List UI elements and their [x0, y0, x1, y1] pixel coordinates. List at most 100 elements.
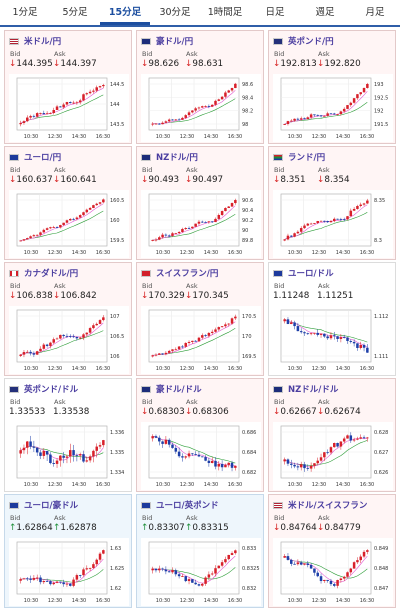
candle-body	[293, 563, 296, 565]
currency-pair-title[interactable]: NZドル/円	[141, 150, 263, 164]
x-tick-label: 12:30	[180, 250, 194, 256]
currency-pair-title[interactable]: 豪ドル/円	[141, 34, 263, 48]
candle-body	[283, 556, 286, 558]
price-chart[interactable]: 0.833 0.8325 0.832 10:30 12:30 14:30 16:30	[141, 538, 261, 606]
y-tick-label: 107	[110, 314, 120, 320]
price-chart[interactable]: 170.5 170 169.5 10:30 12:30 14:30 16:30	[141, 306, 261, 374]
currency-pair-title[interactable]: ユーロ/豪ドル	[9, 498, 131, 512]
gb-flag-icon	[9, 385, 19, 393]
ask-label: Ask	[318, 514, 330, 522]
candle-body	[69, 450, 72, 457]
currency-card[interactable]: 豪ドル/ドル Bid Ask ↓0.68303 ↓0.68306 0.686 0.684 0.…	[136, 378, 264, 492]
currency-card[interactable]: ユーロ/英ポンド Bid Ask ↑0.83307 ↑0.83315 0.833 0.832…	[136, 494, 264, 608]
currency-card[interactable]: 豪ドル/円 Bid Ask ↓98.626 ↓98.631 98.6 98.4 98.2 98 1…	[136, 30, 264, 144]
candle-body	[362, 551, 366, 557]
tab-2[interactable]: 15分足	[100, 0, 150, 25]
candle-body	[326, 221, 329, 223]
candle-body	[167, 439, 171, 445]
price-chart[interactable]: 107 106.5 106 10:30 12:30 14:30 16:30	[9, 306, 129, 374]
tab-6[interactable]: 週足	[315, 7, 335, 18]
candle-body	[290, 559, 293, 564]
currency-card[interactable]: 米ドル/円 Bid Ask ↓144.395 ↓144.397 144.5 144 143.5…	[4, 30, 132, 144]
currency-pair-title[interactable]: スイスフラン/円	[141, 266, 263, 280]
currency-pair-title[interactable]: NZドル/ドル	[273, 382, 395, 396]
candle-body	[181, 456, 184, 458]
price-chart[interactable]: 8.35 8.3 10:30 12:30 14:30 16:30	[273, 190, 393, 258]
ca-flag-icon	[9, 269, 19, 277]
candle-body	[309, 465, 313, 469]
ask-price-wrap: 1.33538	[53, 407, 89, 417]
price-chart[interactable]: 1.112 1.111 10:30 12:30 14:30 16:30	[273, 306, 393, 374]
chart-background	[273, 306, 393, 374]
y-tick-label: 0.832	[242, 586, 256, 592]
price-chart[interactable]: 193 192.5 192 191.5 10:30 12:30 14:30 16:30	[273, 74, 393, 142]
y-tick-label: 106.5	[110, 334, 124, 340]
candle-body	[69, 102, 72, 104]
currency-card[interactable]: ユーロ/豪ドル Bid Ask ↑1.62864 ↑1.62878 1.63 1.625 1.…	[4, 494, 132, 608]
x-tick-label: 10:30	[156, 598, 170, 604]
currency-card[interactable]: ユーロ/ドル Bid Ask 1.11248 1.11251 1.112 1.111 10:3…	[268, 262, 396, 376]
candle-body	[220, 562, 224, 566]
y-tick-label: 1.336	[110, 430, 124, 436]
x-tick-label: 16:30	[96, 598, 110, 604]
chart-background	[141, 74, 261, 142]
currency-pair-title[interactable]: ユーロ/ドル	[273, 266, 395, 280]
price-chart[interactable]: 0.686 0.684 0.682 10:30 12:30 14:30 16:30	[141, 422, 261, 490]
candle-body	[296, 118, 300, 120]
currency-card[interactable]: カナダドル/円 Bid Ask ↓106.838 ↓106.842 107 106.5 106…	[4, 262, 132, 376]
price-chart[interactable]: 90.6 90.4 90.2 90 89.8 10:30 12:30 14:30 16:30	[141, 190, 261, 258]
price-chart[interactable]: 0.849 0.848 0.847 10:30 12:30 14:30 16:30	[273, 538, 393, 606]
price-chart[interactable]: 98.6 98.4 98.2 98 10:30 12:30 14:30 16:30	[141, 74, 261, 142]
price-chart[interactable]: 1.336 1.335 1.334 10:30 12:30 14:30 16:30	[9, 422, 129, 490]
currency-pair-title[interactable]: ユーロ/円	[9, 150, 131, 164]
candle-body	[55, 460, 59, 464]
candle-body	[62, 222, 65, 226]
candle-body	[336, 218, 339, 220]
candle-body	[45, 581, 49, 582]
currency-pair-title[interactable]: カナダドル/円	[9, 266, 131, 280]
bid-price-wrap: ↓0.84764	[273, 523, 317, 533]
candle-body	[19, 354, 22, 356]
candle-body	[42, 229, 46, 233]
tab-7[interactable]: 月足	[365, 7, 385, 18]
currency-card[interactable]: NZドル/円 Bid Ask ↓90.493 ↓90.497 90.6 90.4 90.2 90…	[136, 146, 264, 260]
currency-card[interactable]: ユーロ/円 Bid Ask ↓160.637 ↓160.641 160.5 160 159.5…	[4, 146, 132, 260]
candle-body	[52, 339, 55, 343]
tab-5[interactable]: 日足	[265, 7, 285, 18]
currency-pair-title[interactable]: 英ポンド/円	[273, 34, 395, 48]
currency-pair-title[interactable]: 豪ドル/ドル	[141, 382, 263, 396]
candle-body	[224, 464, 227, 468]
currency-card[interactable]: ランド/円 Bid Ask ↓8.351 ↓8.354 8.35 8.3 10:30 12:30…	[268, 146, 396, 260]
currency-pair-title[interactable]: 英ポンド/ドル	[9, 382, 131, 396]
candle-body	[227, 554, 230, 560]
currency-pair-title[interactable]: 米ドル/円	[9, 34, 131, 48]
candlestick-chart: 0.686 0.684 0.682 10:30 12:30 14:30 16:30	[141, 422, 261, 490]
price-chart[interactable]: 144.5 144 143.5 10:30 12:30 14:30 16:30	[9, 74, 129, 142]
price-chart[interactable]: 0.628 0.627 0.626 10:30 12:30 14:30 16:30	[273, 422, 393, 490]
candle-body	[356, 560, 359, 563]
price-chart[interactable]: 1.63 1.625 1.62 10:30 12:30 14:30 16:30	[9, 538, 129, 606]
currency-card[interactable]: NZドル/ドル Bid Ask ↓0.62667 ↓0.62674 0.628 0.627 0…	[268, 378, 396, 492]
candle-body	[184, 342, 187, 347]
tab-4[interactable]: 1時間足	[207, 7, 243, 18]
currency-card[interactable]: 英ポンド/ドル Bid Ask 1.33533 1.33538 1.336 1.335 1.3…	[4, 378, 132, 492]
currency-card[interactable]: 英ポンド/円 Bid Ask ↓192.813 ↓192.820 193 192.5 192 1…	[268, 30, 396, 144]
ch-flag-icon	[141, 269, 151, 277]
tab-0[interactable]: 1分足	[12, 7, 38, 18]
currency-pair-title[interactable]: 米ドル/スイスフラン	[273, 498, 395, 512]
currency-card[interactable]: 米ドル/スイスフラン Bid Ask ↓0.84764 ↓0.84779 0.849 0.8…	[268, 494, 396, 608]
currency-pair-title[interactable]: ユーロ/英ポンド	[141, 498, 263, 512]
tab-3[interactable]: 30分足	[159, 7, 191, 18]
candlestick-chart: 107 106.5 106 10:30 12:30 14:30 16:30	[9, 306, 129, 374]
ask-label: Ask	[186, 166, 198, 174]
candle-body	[201, 106, 204, 108]
candle-body	[62, 104, 65, 108]
price-chart[interactable]: 160.5 160 159.5 10:30 12:30 14:30 16:30	[9, 190, 129, 258]
currency-pair-title[interactable]: ランド/円	[273, 150, 395, 164]
candle-body	[42, 581, 46, 583]
candle-body	[29, 578, 32, 580]
arrow-down-icon: ↓	[273, 175, 281, 185]
currency-card[interactable]: スイスフラン/円 Bid Ask ↓170.329 ↓170.345 170.5 170 16…	[136, 262, 264, 376]
tab-1[interactable]: 5分足	[62, 7, 88, 18]
currency-pair-name: スイスフラン/円	[156, 269, 219, 279]
